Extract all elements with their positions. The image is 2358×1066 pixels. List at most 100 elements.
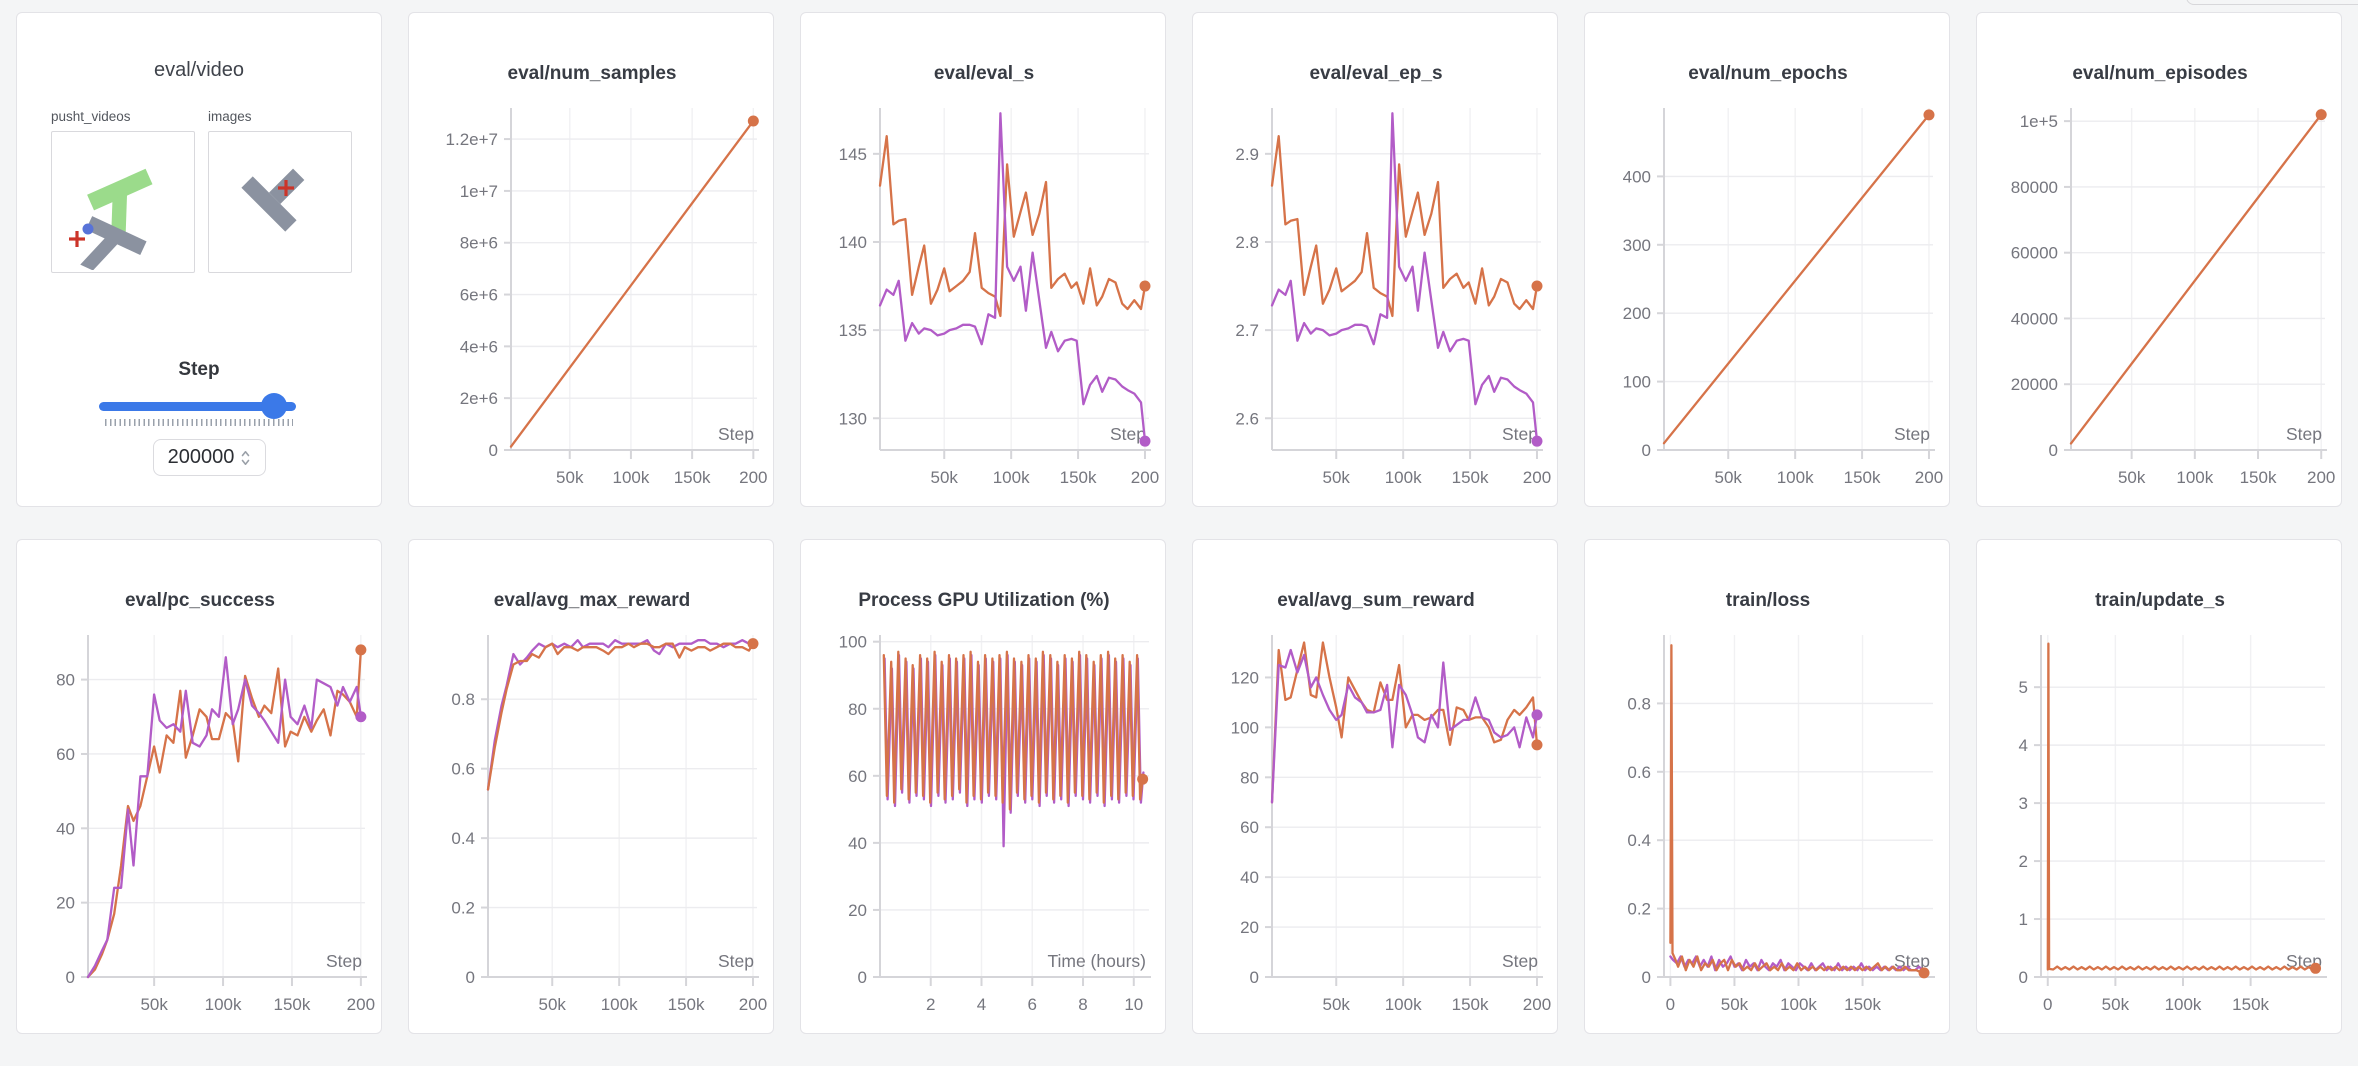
y-tick-label: 40000	[2011, 309, 2058, 328]
x-axis-label: Step	[2286, 424, 2322, 444]
x-axis-label: Step	[718, 424, 754, 444]
chart-canvas-eval-avg-sum-reward[interactable]: 50k 100k 150k 200 0 20 40 60 80 100 120 Step eval/av…	[1193, 540, 1558, 1033]
stepper-down-icon[interactable]	[242, 459, 250, 465]
x-tick-label: 50k	[539, 995, 567, 1014]
panel-eval-avg-max-reward: 50k 100k 150k 200 0 0.2 0.4 0.6 0.8 Step eval/avg_…	[408, 539, 774, 1034]
chart-canvas-train-loss[interactable]: 0 50k 100k 150k 0 0.2 0.4 0.6 0.8 Step train/loss	[1585, 540, 1950, 1033]
chart-title: eval/avg_sum_reward	[1277, 590, 1475, 611]
x-tick-label: 150k	[674, 468, 711, 487]
y-tick-label: 130	[839, 409, 867, 428]
y-tick-label: 140	[839, 233, 867, 252]
x-tick-label: 150k	[1452, 995, 1489, 1014]
y-tick-label: 100	[839, 633, 867, 652]
y-tick-label: 40	[848, 834, 867, 853]
chart-canvas-eval-num-epochs[interactable]: 50k 100k 150k 200 0 100 200 300 400 Step eval/num_…	[1585, 13, 1950, 506]
x-tick-label: 150k	[1452, 468, 1489, 487]
x-tick-label: 200	[1523, 995, 1551, 1014]
x-tick-label: 50k	[556, 468, 584, 487]
y-tick-label: 2.9	[1235, 145, 1259, 164]
chart-canvas-eval-eval-ep-s[interactable]: 50k 100k 150k 200 2.6 2.7 2.8 2.9 Step eval/eval_…	[1193, 13, 1558, 506]
y-tick-label: 80	[1240, 768, 1259, 787]
y-tick-label: 80	[56, 671, 75, 690]
y-tick-label: 60	[1240, 818, 1259, 837]
series-orange-end-dot	[355, 644, 367, 656]
chart-title: eval/pc_success	[125, 590, 275, 611]
step-slider-tick-ruler	[105, 419, 293, 426]
x-axis-label: Time (hours)	[1047, 951, 1146, 971]
panel-process-gpu-utilization: 2 4 6 8 10 0 20 40 60 80 100 Time (hours) Process GP…	[800, 539, 1166, 1034]
y-tick-label: 5	[2019, 678, 2028, 697]
step-slider-thumb[interactable]	[261, 393, 287, 419]
x-tick-label: 150k	[1844, 468, 1881, 487]
y-tick-label: 0	[466, 968, 475, 987]
y-tick-label: 4e+6	[460, 337, 498, 356]
series-orange-line	[882, 650, 1144, 811]
x-tick-label: 100k	[1777, 468, 1814, 487]
y-tick-label: 1e+5	[2020, 112, 2058, 131]
media-thumbnail-images[interactable]	[208, 131, 352, 273]
y-tick-label: 2.7	[1235, 321, 1259, 340]
x-tick-label: 100k	[1780, 995, 1817, 1014]
chart-canvas-eval-eval-s[interactable]: 50k 100k 150k 200 130 135 140 145 Step eval/eval_…	[801, 13, 1166, 506]
x-tick-label: 50k	[2102, 995, 2130, 1014]
media-thumbnail-pusht-videos[interactable]	[51, 131, 195, 273]
series-orange-line	[1669, 644, 1926, 975]
series-orange-line	[1270, 641, 1539, 804]
y-tick-label: 2	[2019, 852, 2028, 871]
panel-train-update-s: 0 50k 100k 150k 0 1 2 3 4 5 Step train/update_s	[1976, 539, 2342, 1034]
chart-canvas-eval-avg-max-reward[interactable]: 50k 100k 150k 200 0 0.2 0.4 0.6 0.8 Step eval/avg_…	[409, 540, 774, 1033]
series-orange-end-dot	[747, 115, 759, 127]
y-tick-label: 1e+7	[460, 182, 498, 201]
series-purple-line	[878, 112, 1147, 443]
step-slider-track[interactable]	[99, 402, 296, 411]
panel-eval-pc-success: 50k 100k 150k 200 0 20 40 60 80 Step eval/pc_succe…	[16, 539, 382, 1034]
x-axis-label: Step	[1502, 951, 1538, 971]
y-tick-label: 0	[2019, 968, 2028, 987]
chart-canvas-eval-num-episodes[interactable]: 50k 100k 150k 200 0 20000 40000 60000 80000 1e+5 S…	[1977, 13, 2342, 506]
y-tick-label: 8e+6	[460, 234, 498, 253]
y-tick-label: 2.6	[1235, 409, 1259, 428]
x-tick-label: 200	[1523, 468, 1551, 487]
series-orange-end-dot	[747, 638, 759, 650]
x-tick-label: 100k	[1385, 468, 1422, 487]
series-orange-end-dot	[1923, 109, 1935, 121]
series-orange-line	[486, 642, 755, 791]
media-panel-title: eval/video	[153, 59, 245, 81]
y-tick-label: 0	[858, 968, 867, 987]
x-tick-label: 150k	[668, 995, 705, 1014]
gray-t-shape	[241, 168, 305, 232]
y-tick-label: 60000	[2011, 244, 2058, 263]
x-tick-label: 8	[1078, 995, 1087, 1014]
x-tick-label: 100k	[993, 468, 1030, 487]
y-tick-label: 60	[848, 767, 867, 786]
x-tick-label: 0	[1666, 995, 1675, 1014]
y-tick-label: 20	[1240, 918, 1259, 937]
y-tick-label: 400	[1623, 167, 1651, 186]
x-tick-label: 200	[739, 468, 767, 487]
series-orange-line	[86, 648, 363, 979]
agent-dot	[82, 223, 94, 235]
chart-canvas-eval-num-samples[interactable]: 50k 100k 150k 200 0 2e+6 4e+6 6e+6 8e+6 1e+7 1.2e+…	[409, 13, 774, 506]
stepper-up-icon[interactable]	[242, 450, 250, 456]
x-tick-label: 150k	[2240, 468, 2277, 487]
step-slider-heading: Step	[178, 359, 220, 380]
step-value-input[interactable]: 200000	[153, 439, 266, 476]
y-tick-label: 6e+6	[460, 286, 498, 305]
chart-title: eval/avg_max_reward	[494, 590, 690, 611]
y-tick-label: 0.4	[451, 829, 475, 848]
series-purple-end-dot	[355, 711, 367, 723]
y-tick-label: 80	[848, 700, 867, 719]
y-tick-label: 1.2e+7	[446, 130, 498, 149]
y-tick-label: 0	[66, 968, 75, 987]
step-stepper	[240, 448, 251, 468]
target-cross-icon	[69, 231, 85, 247]
series-orange-line	[878, 135, 1147, 318]
panel-eval-num-episodes: 50k 100k 150k 200 0 20000 40000 60000 80000 1e+5 S…	[1976, 12, 2342, 507]
chart-title: train/loss	[1726, 590, 1810, 611]
chart-canvas-eval-pc-success[interactable]: 50k 100k 150k 200 0 20 40 60 80 Step eval/pc_succe…	[17, 540, 382, 1033]
y-tick-label: 100	[1623, 373, 1651, 392]
y-tick-label: 20000	[2011, 375, 2058, 394]
